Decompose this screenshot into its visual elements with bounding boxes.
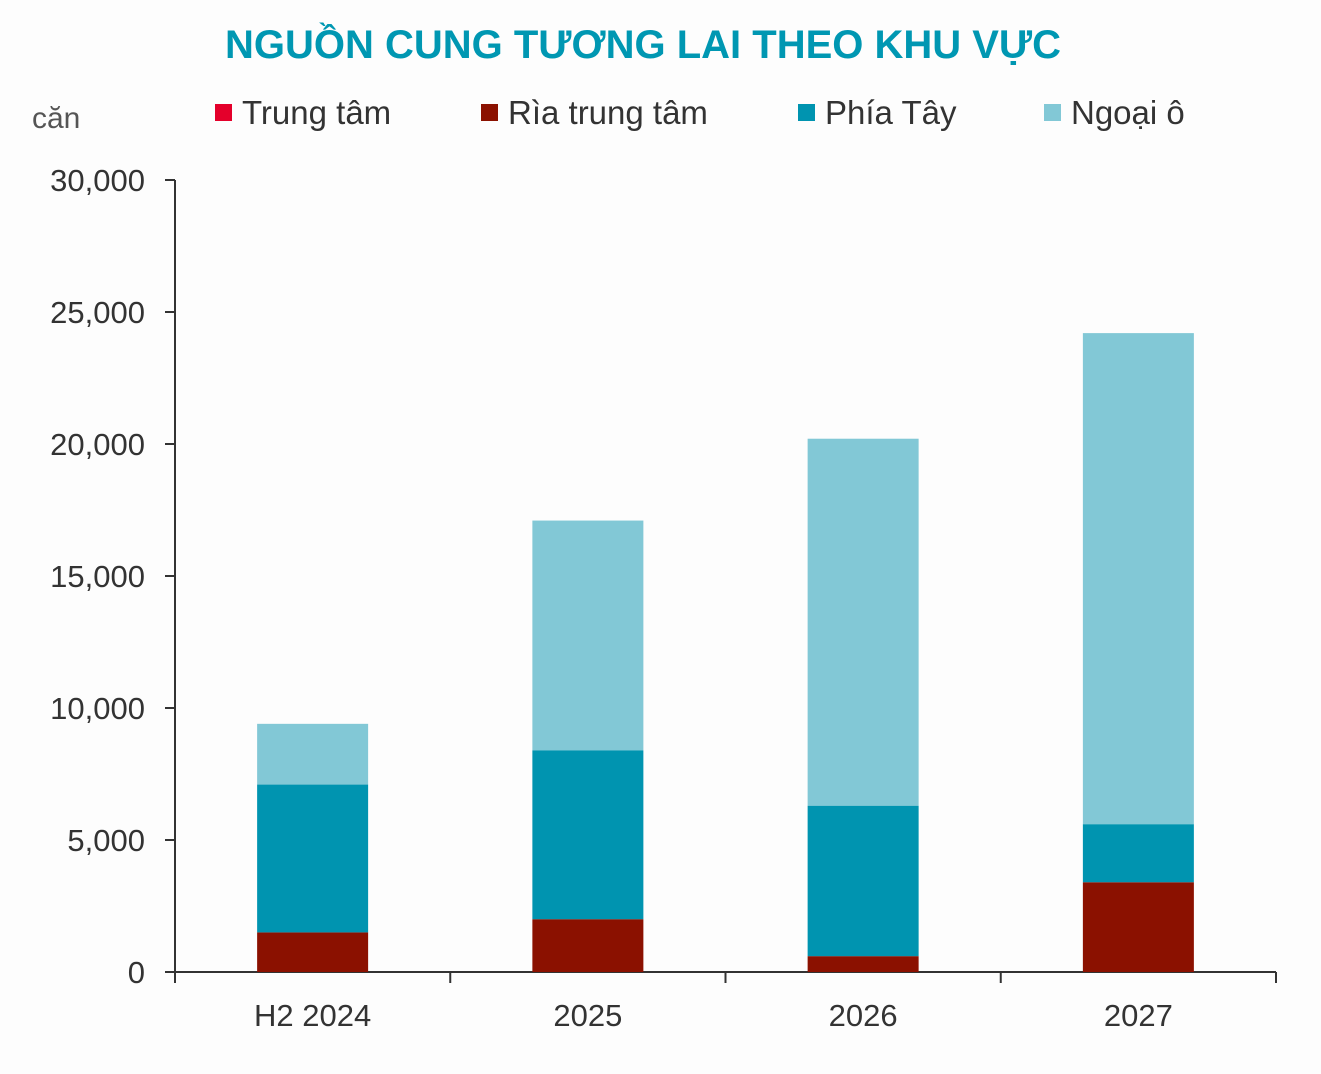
bar-segment: [532, 919, 644, 972]
legend-label: Trung tâm: [242, 94, 391, 131]
legend-swatch: [215, 104, 232, 121]
legend-label: Ngoại ô: [1071, 94, 1185, 131]
legend-label: Phía Tây: [825, 94, 957, 131]
legend-swatch: [481, 104, 498, 121]
bar-segment: [532, 520, 644, 751]
bar-segment: [807, 956, 919, 972]
bar-segment: [1082, 333, 1194, 825]
x-tick-label: 2025: [553, 998, 622, 1033]
bar-segment: [257, 723, 369, 785]
x-tick-label: 2026: [829, 998, 898, 1033]
x-tick-label: 2027: [1104, 998, 1173, 1033]
axes: 0 5,000 10,000 15,000 20,000 25,000 30,000 H2 2…: [50, 163, 1277, 1033]
bar-segment: [532, 750, 644, 920]
bar-segment: [807, 805, 919, 957]
legend: Trung tâm Rìa trung tâm Phía Tây Ngoại ô: [215, 94, 1185, 131]
y-tick-label: 0: [128, 955, 145, 990]
y-tick-label: 5,000: [67, 823, 145, 858]
y-tick-label: 10,000: [50, 691, 145, 726]
legend-label: Rìa trung tâm: [508, 94, 708, 131]
legend-swatch: [1044, 104, 1061, 121]
bars: [257, 333, 1194, 972]
y-tick-label: 25,000: [50, 295, 145, 330]
bar-segment: [257, 932, 369, 972]
bar-segment: [807, 438, 919, 806]
bar-segment: [1082, 882, 1194, 972]
y-tick-label: 15,000: [50, 559, 145, 594]
bar-segment: [1082, 824, 1194, 883]
legend-swatch: [798, 104, 815, 121]
y-tick-label: 30,000: [50, 163, 145, 198]
x-tick-label: H2 2024: [254, 998, 371, 1033]
bar-segment: [257, 784, 369, 933]
y-tick-label: 20,000: [50, 427, 145, 462]
y-axis-label: căn: [32, 102, 80, 135]
chart-title: NGUỒN CUNG TƯƠNG LAI THEO KHU VỰC: [225, 21, 1061, 67]
